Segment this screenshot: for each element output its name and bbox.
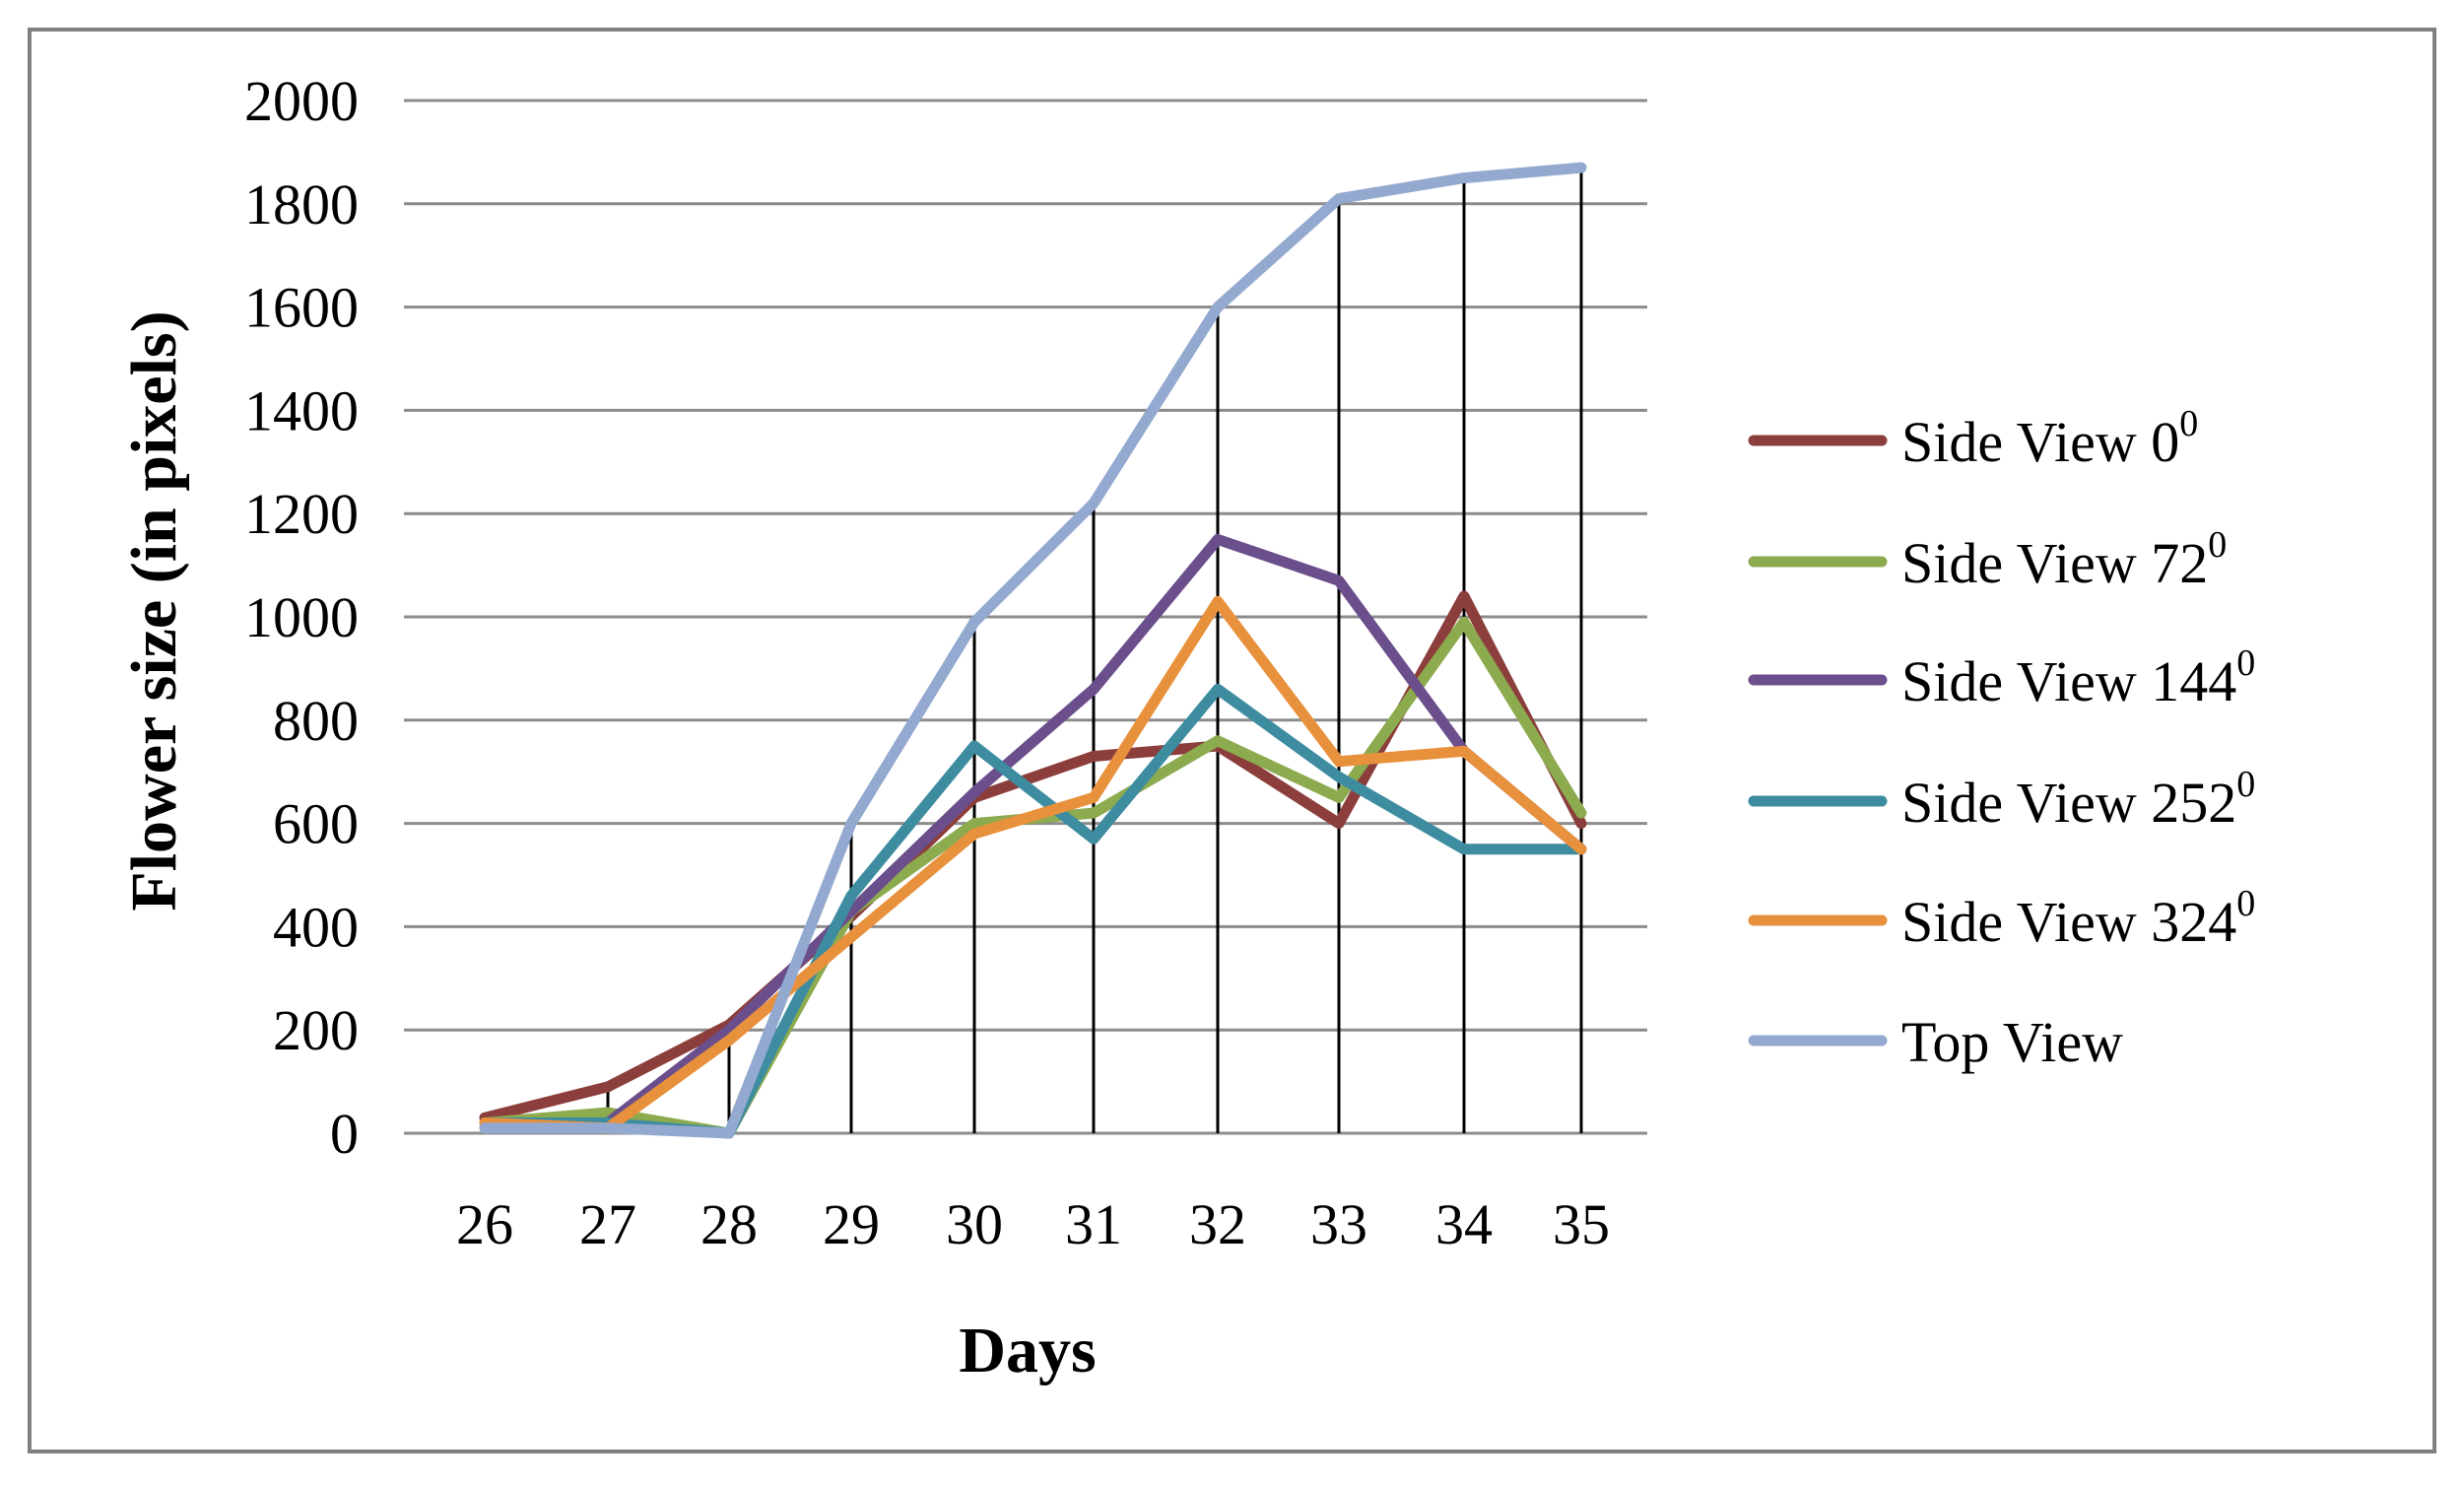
x-tick-label: 28 [700,1192,758,1256]
x-tick-label: 27 [579,1192,636,1256]
x-tick-label: 26 [456,1192,513,1256]
y-tick-label: 600 [273,792,359,856]
x-tick-label: 30 [946,1192,1003,1256]
legend-label-top-view: Top View [1901,1010,2123,1074]
legend-label-side-view-324: Side View 3240 [1901,883,2255,954]
x-tick-label: 29 [823,1192,880,1256]
legend-label-side-view-252: Side View 2520 [1901,764,2255,835]
chart-border [28,28,2436,1453]
legend-label-side-view-72: Side View 720 [1901,524,2227,595]
x-tick-label: 35 [1553,1192,1610,1256]
y-tick-label: 400 [273,895,359,959]
y-axis-ticks: 0 200 400 600 800 1000 1200 1400 1600 1800 2000 [244,69,359,1166]
x-tick-label: 34 [1435,1192,1493,1256]
y-tick-label: 1600 [244,276,359,340]
y-tick-label: 800 [273,689,359,753]
y-tick-label: 1200 [244,482,359,546]
series-line-top-view [479,162,1587,1139]
y-tick-label: 0 [330,1102,359,1166]
x-tick-label: 31 [1065,1192,1122,1256]
x-tick-label: 33 [1310,1192,1367,1256]
y-tick-label: 1400 [244,378,359,442]
y-tick-label: 2000 [244,69,359,133]
y-tick-label: 1800 [244,172,359,236]
x-axis-ticks: 26 27 28 29 30 31 32 33 34 35 [456,1192,1610,1256]
y-tick-label: 1000 [244,585,359,649]
legend-label-side-view-0: Side View 00 [1901,403,2198,474]
y-tick-label: 200 [273,998,359,1062]
legend: Side View 00 Side View 720 Side View 1440 S… [1748,403,2255,1074]
x-axis-title: Days [959,1315,1096,1386]
x-tick-label: 32 [1189,1192,1246,1256]
series-lines [479,162,1587,1139]
series-line-side-view-144 [479,533,1587,1129]
legend-label-side-view-144: Side View 1440 [1901,642,2255,713]
y-axis-title: Flower size (in pixels) [118,310,190,911]
series-line-side-view-324 [479,595,1587,1134]
